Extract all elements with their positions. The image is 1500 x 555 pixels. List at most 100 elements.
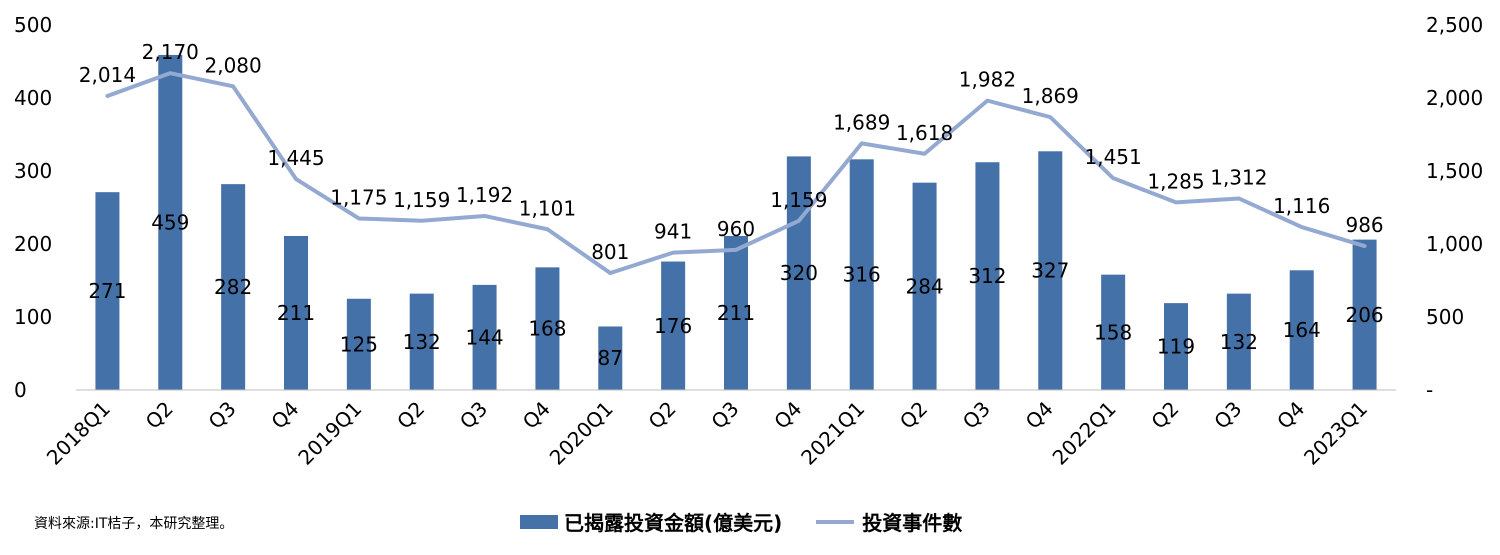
bar-data-label: 206 [1345,303,1383,327]
legend-item-line: 投資事件數 [816,507,962,536]
line-data-label: 801 [591,240,629,264]
line-data-label: 2,170 [142,40,199,64]
line-data-label: 1,982 [959,68,1016,92]
right-axis-tick-label: 500 [1426,305,1464,329]
bar-series [95,54,1377,391]
category-label: Q3 [455,397,492,434]
right-axis-tick-label: 1,500 [1426,159,1483,183]
line-series [105,71,1367,276]
bar-data-labels: 271 459 282 211 125 132 144 168 87 176 211 320 316 28… [88,210,1383,370]
line-data-label: 1,445 [267,146,324,170]
category-label: Q2 [392,397,429,434]
category-label: Q4 [1272,397,1309,434]
bar [1101,274,1126,390]
line-data-label: 941 [654,220,692,244]
source-note: 資料來源:IT桔子，本研究整理。 [34,516,234,532]
legend: 已揭露投資金額(億美元) 投資事件數 [520,507,996,536]
bar [1038,151,1063,390]
bar-data-label: 119 [1157,335,1195,359]
bar [1164,303,1188,390]
bar-data-label: 284 [905,274,943,298]
legend-bar-label: 已揭露投資金額(億美元) [564,511,783,535]
bar-data-label: 327 [1031,259,1069,283]
bar [95,192,120,390]
bar [535,267,560,390]
category-label: Q4 [266,397,303,434]
right-axis-ticks: - 500 1,000 1,500 2,000 2,500 [1426,13,1483,402]
bar-data-label: 211 [717,301,755,325]
left-axis-tick-label: 100 [14,305,52,329]
bar-data-label: 459 [151,210,189,234]
line-path [105,71,1367,276]
bar-data-label: 164 [1283,318,1321,342]
bar-data-label: 87 [598,346,623,370]
bar-data-label: 176 [654,314,692,338]
category-label: Q3 [1209,397,1246,434]
bar-data-label: 132 [403,330,441,354]
line-data-label: 1,618 [896,121,953,145]
bar [284,235,308,390]
legend-line-swatch [816,519,855,524]
line-data-label: 1,159 [393,188,450,212]
bar-data-label: 312 [968,264,1006,288]
category-label: 2020Q1 [545,397,618,470]
bar [221,184,246,390]
legend-item-bar: 已揭露投資金額(億美元) [520,507,782,536]
bar-data-label: 144 [465,325,503,349]
bar-data-label: 316 [843,263,881,287]
bar-data-label: 125 [340,332,378,356]
category-label: 2021Q1 [796,397,869,470]
left-axis-tick-label: 0 [14,378,27,402]
bar [975,162,1000,390]
bar-data-label: 168 [528,317,566,341]
line-data-label: 1,312 [1210,165,1267,189]
category-label: 2023Q1 [1299,397,1372,470]
line-data-label: 1,159 [770,188,827,212]
left-axis-tick-label: 500 [14,13,52,37]
line-data-label: 1,116 [1273,194,1330,218]
line-data-label: 1,192 [456,183,513,207]
category-label: Q2 [1146,397,1183,434]
legend-line-label: 投資事件數 [862,511,963,535]
line-data-label: 1,285 [1147,169,1204,193]
line-data-label: 1,175 [330,185,387,209]
right-axis-tick-label: 2,000 [1426,86,1483,110]
category-label: Q2 [895,397,932,434]
category-label: 2018Q1 [42,397,115,470]
bar [661,261,686,390]
bar [158,54,183,391]
bar-data-label: 320 [780,261,818,285]
category-label: Q2 [644,397,681,434]
left-axis-ticks: 0 100 200 300 400 500 [14,13,52,402]
bar [849,159,874,390]
category-label: Q3 [204,397,241,434]
bar-data-label: 158 [1094,320,1132,344]
category-label: 2019Q1 [293,397,366,470]
left-axis-tick-label: 300 [14,159,52,183]
line-data-label: 960 [717,217,755,241]
category-label: Q3 [958,397,995,434]
line-data-label: 1,451 [1085,145,1142,169]
category-label: Q4 [1021,397,1058,434]
bar [472,284,497,390]
bar-data-label: 132 [1220,330,1258,354]
bar-data-label: 211 [277,301,315,325]
legend-bar-swatch [520,514,558,529]
bar [912,182,937,390]
line-data-label: 2,080 [205,53,262,77]
bar [598,326,623,390]
line-data-label: 1,101 [519,196,576,220]
category-label: Q4 [769,397,806,434]
bar-data-label: 282 [214,275,252,299]
chart: 0 100 200 300 400 500 - 500 1,000 1,500 2,000 2,50… [14,13,1483,470]
category-label: Q2 [141,397,178,434]
bar [409,293,434,390]
line-data-label: 986 [1345,213,1383,237]
category-label: Q3 [706,397,743,434]
bar [346,298,371,390]
bar [1352,239,1377,390]
bar [786,156,811,390]
bar [1226,293,1251,390]
line-data-label: 1,689 [833,110,890,134]
